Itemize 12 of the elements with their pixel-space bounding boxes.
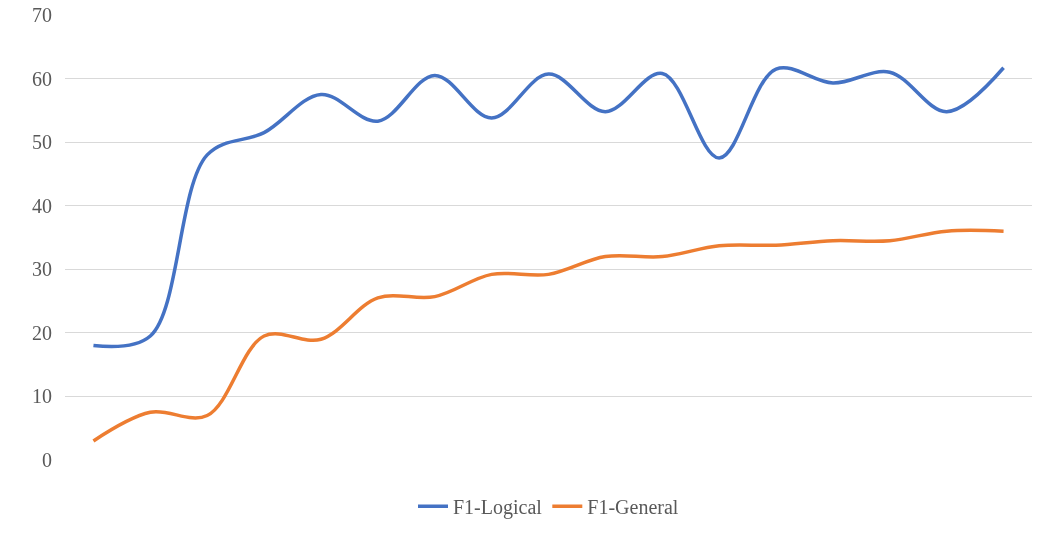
- y-tick-label: 70: [32, 4, 52, 26]
- legend-label: F1-Logical: [453, 496, 543, 519]
- y-tick-label: 10: [32, 385, 52, 408]
- y-tick-label: 50: [32, 131, 52, 154]
- y-tick-label: 20: [32, 321, 52, 344]
- line-series: [91, 228, 1006, 443]
- y-tick-label: 0: [42, 449, 52, 471]
- legend-label: F1-General: [587, 496, 679, 518]
- y-tick-label: 40: [32, 194, 52, 217]
- y-tick-label: 60: [32, 67, 52, 90]
- y-tick-label: 30: [32, 258, 52, 281]
- line-series: [91, 66, 1006, 349]
